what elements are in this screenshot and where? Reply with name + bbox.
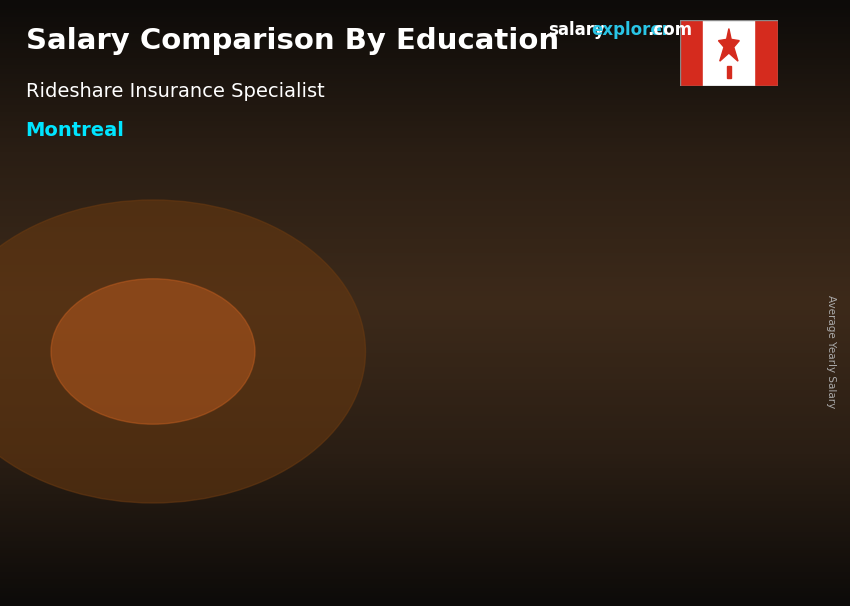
Text: .com: .com xyxy=(647,21,692,39)
Bar xyxy=(754,21,778,85)
Bar xyxy=(624,246,714,527)
Bar xyxy=(727,66,731,78)
Bar xyxy=(450,305,457,527)
Text: +26%: +26% xyxy=(536,153,611,178)
Bar xyxy=(178,384,192,527)
Text: explorer: explorer xyxy=(592,21,671,39)
Polygon shape xyxy=(718,28,740,61)
Bar xyxy=(450,305,541,527)
Text: 79,800 CAD: 79,800 CAD xyxy=(92,345,182,359)
Text: 123,000 CAD: 123,000 CAD xyxy=(443,274,543,288)
Bar xyxy=(450,305,541,312)
Circle shape xyxy=(51,279,255,424)
Bar xyxy=(700,246,714,527)
Text: Rideshare Insurance Specialist: Rideshare Insurance Specialist xyxy=(26,82,324,101)
Bar xyxy=(624,246,714,255)
Text: 156,000 CAD: 156,000 CAD xyxy=(683,215,784,228)
Text: +14%: +14% xyxy=(187,295,264,318)
Bar xyxy=(102,384,192,388)
Bar xyxy=(275,364,366,527)
Circle shape xyxy=(0,200,366,503)
Bar xyxy=(102,384,109,527)
Text: Average Yearly Salary: Average Yearly Salary xyxy=(826,295,836,408)
Bar xyxy=(680,21,704,85)
Text: Montreal: Montreal xyxy=(26,121,124,140)
Bar xyxy=(624,246,631,527)
Bar xyxy=(275,364,366,368)
Text: Salary Comparison By Education: Salary Comparison By Education xyxy=(26,27,558,55)
Text: salary: salary xyxy=(548,21,605,39)
Bar xyxy=(275,364,283,527)
Bar xyxy=(353,364,366,527)
Text: +36%: +36% xyxy=(361,214,438,238)
Bar xyxy=(704,21,754,85)
Bar xyxy=(102,384,192,527)
Bar xyxy=(527,305,541,527)
Text: 90,900 CAD: 90,900 CAD xyxy=(272,332,363,346)
